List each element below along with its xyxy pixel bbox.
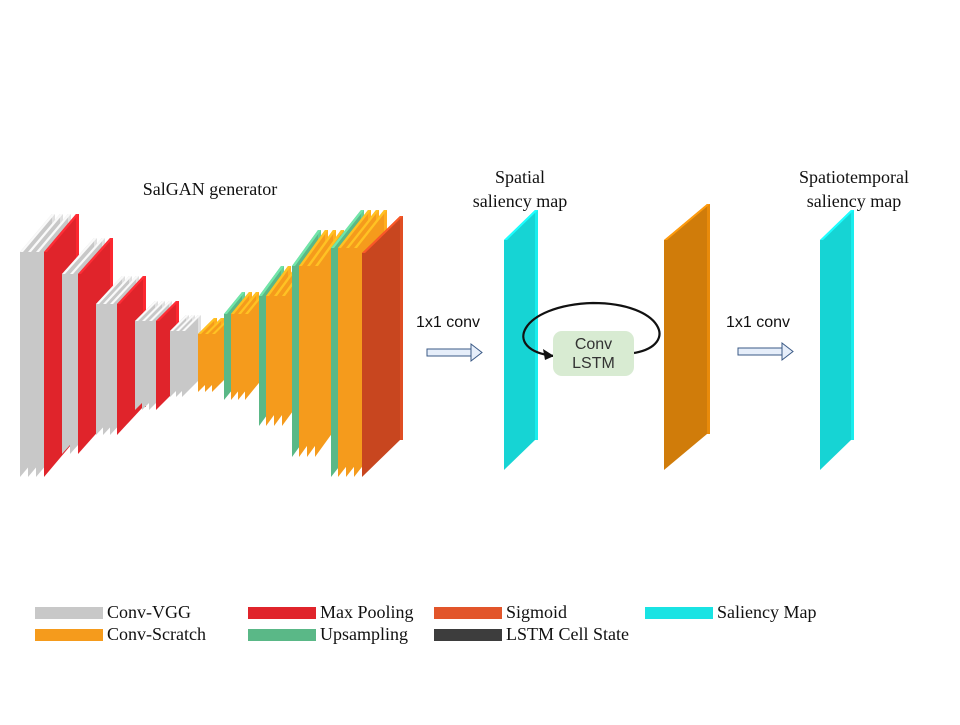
legend-item-conv-scratch: Conv-Scratch (35, 624, 206, 645)
generator-title: SalGAN generator (142, 179, 278, 199)
legend-swatch (434, 628, 502, 641)
legend-label: Max Pooling (320, 602, 414, 622)
legend-swatch (35, 628, 103, 641)
conv-label-2: 1x1 conv (726, 314, 791, 331)
legend-label: Conv-VGG (107, 602, 191, 622)
legend-label: Saliency Map (717, 602, 817, 622)
legend-label: Conv-Scratch (107, 624, 206, 644)
spatiotemporal-map-title: Spatiotemporal saliency map (772, 165, 936, 213)
legend-item-sigmoid: Sigmoid (434, 602, 567, 623)
legend-item-lstm-cell-state: LSTM Cell State (434, 624, 629, 645)
legend-swatch (434, 606, 502, 619)
conv-label-1: 1x1 conv (416, 314, 481, 331)
recurrent-loop-arrowhead (543, 349, 554, 360)
lstm-cell-state (664, 204, 710, 470)
legend-swatch (645, 606, 713, 619)
recurrent-loop-arrow (522, 301, 661, 358)
spatial-title-line1: Spatial (495, 167, 545, 187)
legend-swatch (248, 628, 316, 641)
conv-arrow-2 (737, 341, 794, 362)
legend: Conv-VGG Conv-Scratch Max Pooling Upsamp… (0, 598, 960, 648)
spatiotemporal-title-line1: Spatiotemporal (799, 167, 909, 187)
spatial-map-title: Spatial saliency map (440, 165, 600, 213)
sigmoid-layer (362, 216, 403, 477)
conv-lstm-line2: LSTM (572, 354, 615, 372)
legend-label: Upsampling (320, 624, 408, 644)
spatiotemporal-saliency-map (820, 210, 854, 470)
legend-swatch (248, 606, 316, 619)
layer-stack (20, 204, 854, 477)
legend-item-upsampling: Upsampling (248, 624, 408, 645)
spatial-saliency-map (504, 210, 538, 470)
legend-label: LSTM Cell State (506, 624, 629, 644)
legend-item-max-pooling: Max Pooling (248, 602, 414, 623)
spatiotemporal-title-line2: saliency map (806, 191, 902, 211)
conv-arrow-1 (426, 342, 483, 363)
spatial-title-line2: saliency map (472, 191, 568, 211)
conv-lstm-block: Conv LSTM (553, 331, 634, 376)
legend-item-conv-vgg: Conv-VGG (35, 602, 191, 623)
conv-lstm-line1: Conv (574, 335, 613, 353)
legend-label: Sigmoid (506, 602, 568, 622)
legend-swatch (35, 606, 103, 619)
legend-item-saliency-map: Saliency Map (645, 602, 816, 623)
